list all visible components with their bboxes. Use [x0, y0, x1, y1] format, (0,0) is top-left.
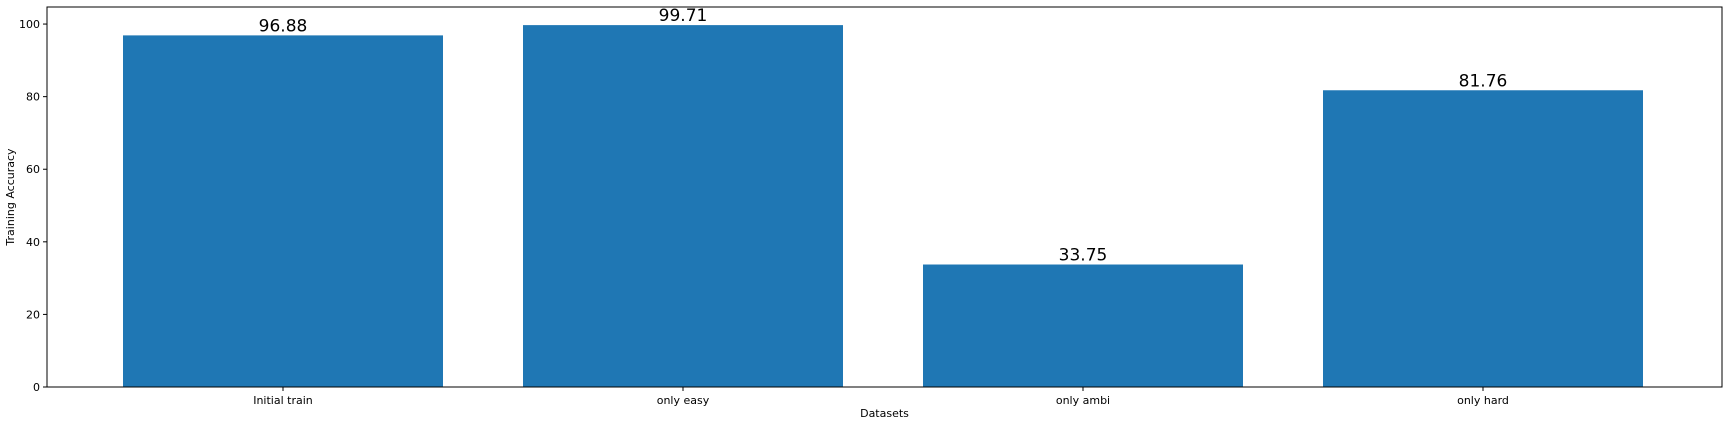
data-label-3: 81.76 — [1459, 71, 1508, 91]
y-tick-label-1: 20 — [26, 308, 40, 321]
data-label-1: 99.71 — [659, 6, 708, 26]
x-tick-label-3: only hard — [1457, 394, 1509, 407]
y-tick-label-5: 100 — [19, 18, 40, 31]
x-tick-label-0: Initial train — [253, 394, 313, 407]
data-labels-group: 96.88 99.71 33.75 81.76 — [259, 6, 1508, 265]
x-tick-label-2: only ambi — [1056, 394, 1110, 407]
x-tick-label-1: only easy — [657, 394, 710, 407]
y-tick-label-0: 0 — [33, 381, 40, 394]
y-tick-label-4: 80 — [26, 91, 40, 104]
bars-group — [123, 25, 1643, 388]
data-label-2: 33.75 — [1059, 246, 1108, 266]
plot-frame — [46, 6, 1723, 388]
x-axis-ticks: Initial train only easy only ambi only hard — [253, 387, 1509, 407]
y-axis-label: Training Accuracy — [4, 148, 17, 247]
bar-0 — [123, 35, 443, 387]
bar-3 — [1323, 90, 1643, 387]
data-label-0: 96.88 — [259, 16, 308, 36]
y-axis-ticks: 0 20 40 60 80 100 — [19, 18, 47, 394]
y-tick-label-2: 40 — [26, 236, 40, 249]
bar-2 — [923, 264, 1243, 387]
x-axis-label: Datasets — [860, 407, 909, 420]
bar-1 — [523, 25, 843, 388]
y-tick-label-3: 60 — [26, 163, 40, 176]
